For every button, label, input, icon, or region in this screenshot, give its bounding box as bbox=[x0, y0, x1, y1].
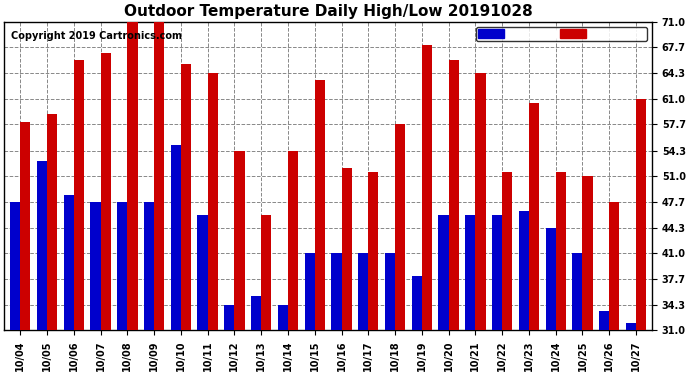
Bar bbox=[144, 202, 154, 330]
Bar bbox=[555, 172, 566, 330]
Bar bbox=[47, 114, 57, 330]
Bar bbox=[385, 253, 395, 330]
Bar bbox=[37, 160, 47, 330]
Bar bbox=[224, 305, 235, 330]
Bar bbox=[572, 253, 582, 330]
Bar bbox=[342, 168, 352, 330]
Bar bbox=[626, 323, 636, 330]
Bar bbox=[412, 276, 422, 330]
Bar bbox=[368, 172, 379, 330]
Bar bbox=[101, 53, 110, 330]
Bar bbox=[278, 305, 288, 330]
Bar bbox=[422, 45, 432, 330]
Bar bbox=[609, 202, 620, 330]
Bar bbox=[438, 215, 449, 330]
Bar bbox=[128, 22, 137, 330]
Bar bbox=[197, 215, 208, 330]
Bar bbox=[251, 296, 262, 330]
Bar bbox=[582, 176, 593, 330]
Bar bbox=[315, 80, 325, 330]
Bar bbox=[208, 74, 218, 330]
Bar bbox=[529, 103, 539, 330]
Bar bbox=[546, 228, 555, 330]
Bar bbox=[599, 311, 609, 330]
Bar bbox=[20, 122, 30, 330]
Bar bbox=[519, 211, 529, 330]
Bar bbox=[170, 145, 181, 330]
Bar bbox=[395, 124, 405, 330]
Bar bbox=[90, 202, 101, 330]
Bar bbox=[288, 151, 298, 330]
Bar bbox=[502, 172, 513, 330]
Text: Copyright 2019 Cartronics.com: Copyright 2019 Cartronics.com bbox=[10, 31, 181, 41]
Bar bbox=[235, 151, 244, 330]
Bar bbox=[358, 253, 368, 330]
Bar bbox=[448, 60, 459, 330]
Bar bbox=[117, 202, 128, 330]
Bar bbox=[181, 64, 191, 330]
Bar bbox=[636, 99, 647, 330]
Bar bbox=[331, 253, 342, 330]
Bar bbox=[465, 215, 475, 330]
Title: Outdoor Temperature Daily High/Low 20191028: Outdoor Temperature Daily High/Low 20191… bbox=[124, 4, 533, 19]
Bar bbox=[10, 202, 20, 330]
Legend: Low  (°F), High  (°F): Low (°F), High (°F) bbox=[475, 27, 647, 41]
Bar bbox=[63, 195, 74, 330]
Bar bbox=[475, 74, 486, 330]
Bar bbox=[262, 215, 271, 330]
Bar bbox=[74, 60, 84, 330]
Bar bbox=[304, 253, 315, 330]
Bar bbox=[154, 22, 164, 330]
Bar bbox=[492, 215, 502, 330]
